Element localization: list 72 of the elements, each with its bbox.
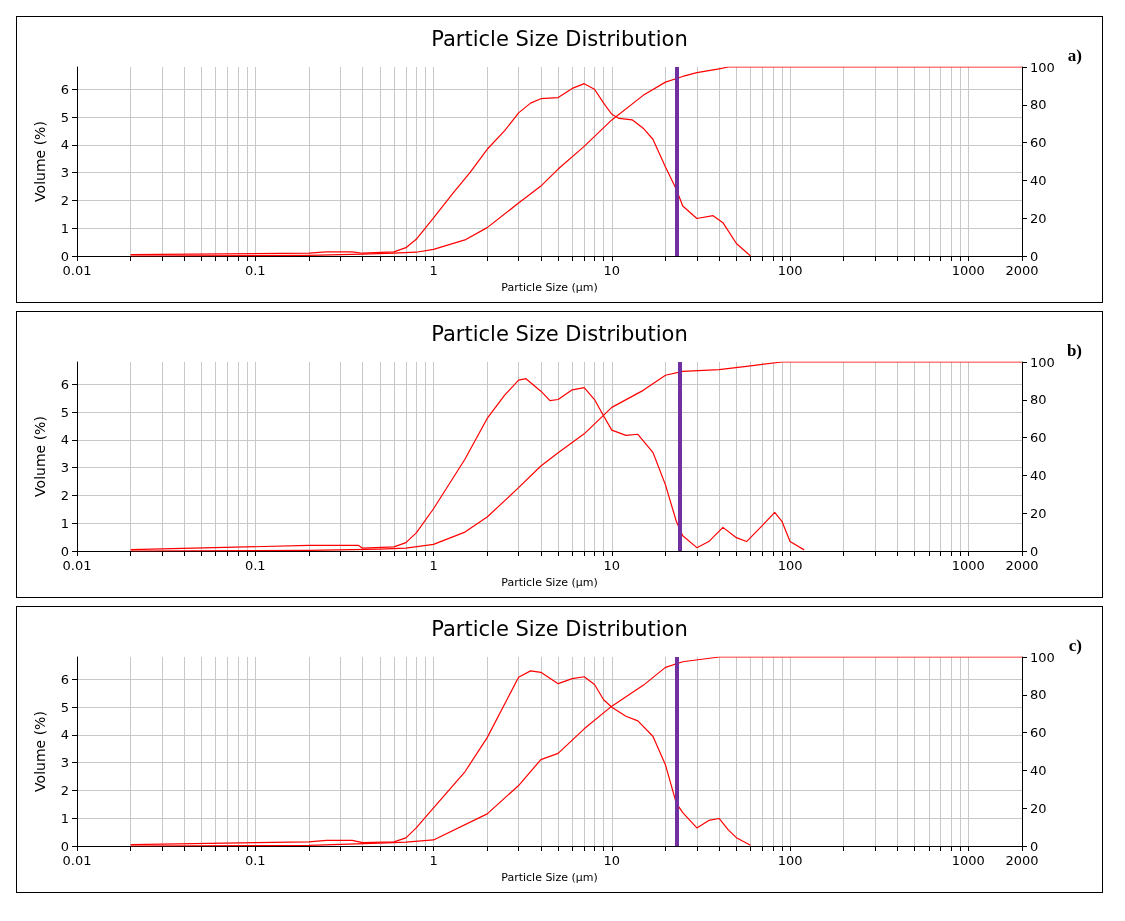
x-tick-label: 2000 xyxy=(1005,263,1039,278)
y-tick-label: 0 xyxy=(60,543,69,559)
x-tick-label: 10 xyxy=(603,558,621,573)
x-axis-title: Particle Size (μm) xyxy=(501,281,598,294)
y-tick-label: 1 xyxy=(60,515,69,531)
text: c) xyxy=(1068,636,1083,655)
y2-tick-label: 100 xyxy=(1030,354,1055,370)
y-tick-label: 5 xyxy=(60,404,69,420)
x-tick-label: 100 xyxy=(777,853,803,868)
y2-tick-label: 0 xyxy=(1030,838,1039,854)
y-tick-label: 2 xyxy=(60,487,69,503)
y2-tick-label: 0 xyxy=(1030,248,1039,264)
y-tick-label: 4 xyxy=(60,137,69,153)
x-tick-label: 10 xyxy=(603,853,621,868)
y-tick-label: 2 xyxy=(60,782,69,798)
y-tick-label: 2 xyxy=(60,192,69,208)
y2-tick-label: 20 xyxy=(1030,505,1047,521)
x-tick-label: 2000 xyxy=(1005,853,1039,868)
x-axis-title: Particle Size (μm) xyxy=(501,576,598,589)
y2-tick-label: 40 xyxy=(1030,172,1047,188)
x-tick-label: 0.01 xyxy=(62,853,92,868)
y-tick-label: 4 xyxy=(60,432,69,448)
y-tick-label: 3 xyxy=(60,755,69,771)
y-axis-title: Volume (%) xyxy=(32,121,48,202)
y-tick-label: 0 xyxy=(60,248,69,264)
y-tick-label: 5 xyxy=(60,699,69,715)
chart-title: Particle Size Distribution xyxy=(431,26,688,51)
y-tick-label: 4 xyxy=(60,727,69,743)
y2-tick-label: 80 xyxy=(1030,97,1047,113)
y2-tick-label: 100 xyxy=(1030,59,1055,75)
x-tick-label: 100 xyxy=(777,263,803,278)
y-tick-label: 1 xyxy=(60,810,69,826)
y2-tick-label: 60 xyxy=(1030,135,1047,151)
chart-title: Particle Size Distribution xyxy=(431,616,688,641)
y-tick-label: 3 xyxy=(60,165,69,181)
x-tick-label: 0.1 xyxy=(244,263,266,278)
y2-tick-label: 20 xyxy=(1030,800,1047,816)
x-tick-label: 10 xyxy=(603,263,621,278)
y-axis-title: Volume (%) xyxy=(32,711,48,792)
y2-tick-label: 20 xyxy=(1030,210,1047,226)
y2-tick-label: 80 xyxy=(1030,687,1047,703)
y-tick-label: 6 xyxy=(60,376,69,392)
x-tick-label: 2000 xyxy=(1005,558,1039,573)
y2-tick-label: 0 xyxy=(1030,543,1039,559)
y-tick-label: 5 xyxy=(60,109,69,125)
y-tick-label: 3 xyxy=(60,460,69,476)
y2-tick-label: 80 xyxy=(1030,392,1047,408)
x-tick-label: 1000 xyxy=(951,263,985,278)
x-axis-title: Particle Size (μm) xyxy=(501,871,598,884)
y-tick-label: 1 xyxy=(60,220,69,236)
x-tick-label: 1000 xyxy=(951,558,985,573)
x-tick-label: 1 xyxy=(429,558,438,573)
y-tick-label: 0 xyxy=(60,838,69,854)
y2-tick-label: 100 xyxy=(1030,649,1055,665)
y-tick-label: 6 xyxy=(60,81,69,97)
x-tick-label: 0.01 xyxy=(62,558,92,573)
x-tick-label: 1000 xyxy=(951,853,985,868)
y2-tick-label: 60 xyxy=(1030,725,1047,741)
text: a) xyxy=(1067,46,1083,65)
x-tick-label: 1 xyxy=(429,853,438,868)
y2-tick-label: 40 xyxy=(1030,762,1047,778)
x-tick-label: 0.01 xyxy=(62,263,92,278)
chart-title: Particle Size Distribution xyxy=(431,321,688,346)
x-tick-label: 0.1 xyxy=(244,853,266,868)
text: b) xyxy=(1066,341,1083,360)
x-tick-label: 100 xyxy=(777,558,803,573)
x-tick-label: 0.1 xyxy=(244,558,266,573)
y-axis-title: Volume (%) xyxy=(32,416,48,497)
y-tick-label: 6 xyxy=(60,671,69,687)
y2-tick-label: 40 xyxy=(1030,467,1047,483)
y2-tick-label: 60 xyxy=(1030,430,1047,446)
x-tick-label: 1 xyxy=(429,263,438,278)
